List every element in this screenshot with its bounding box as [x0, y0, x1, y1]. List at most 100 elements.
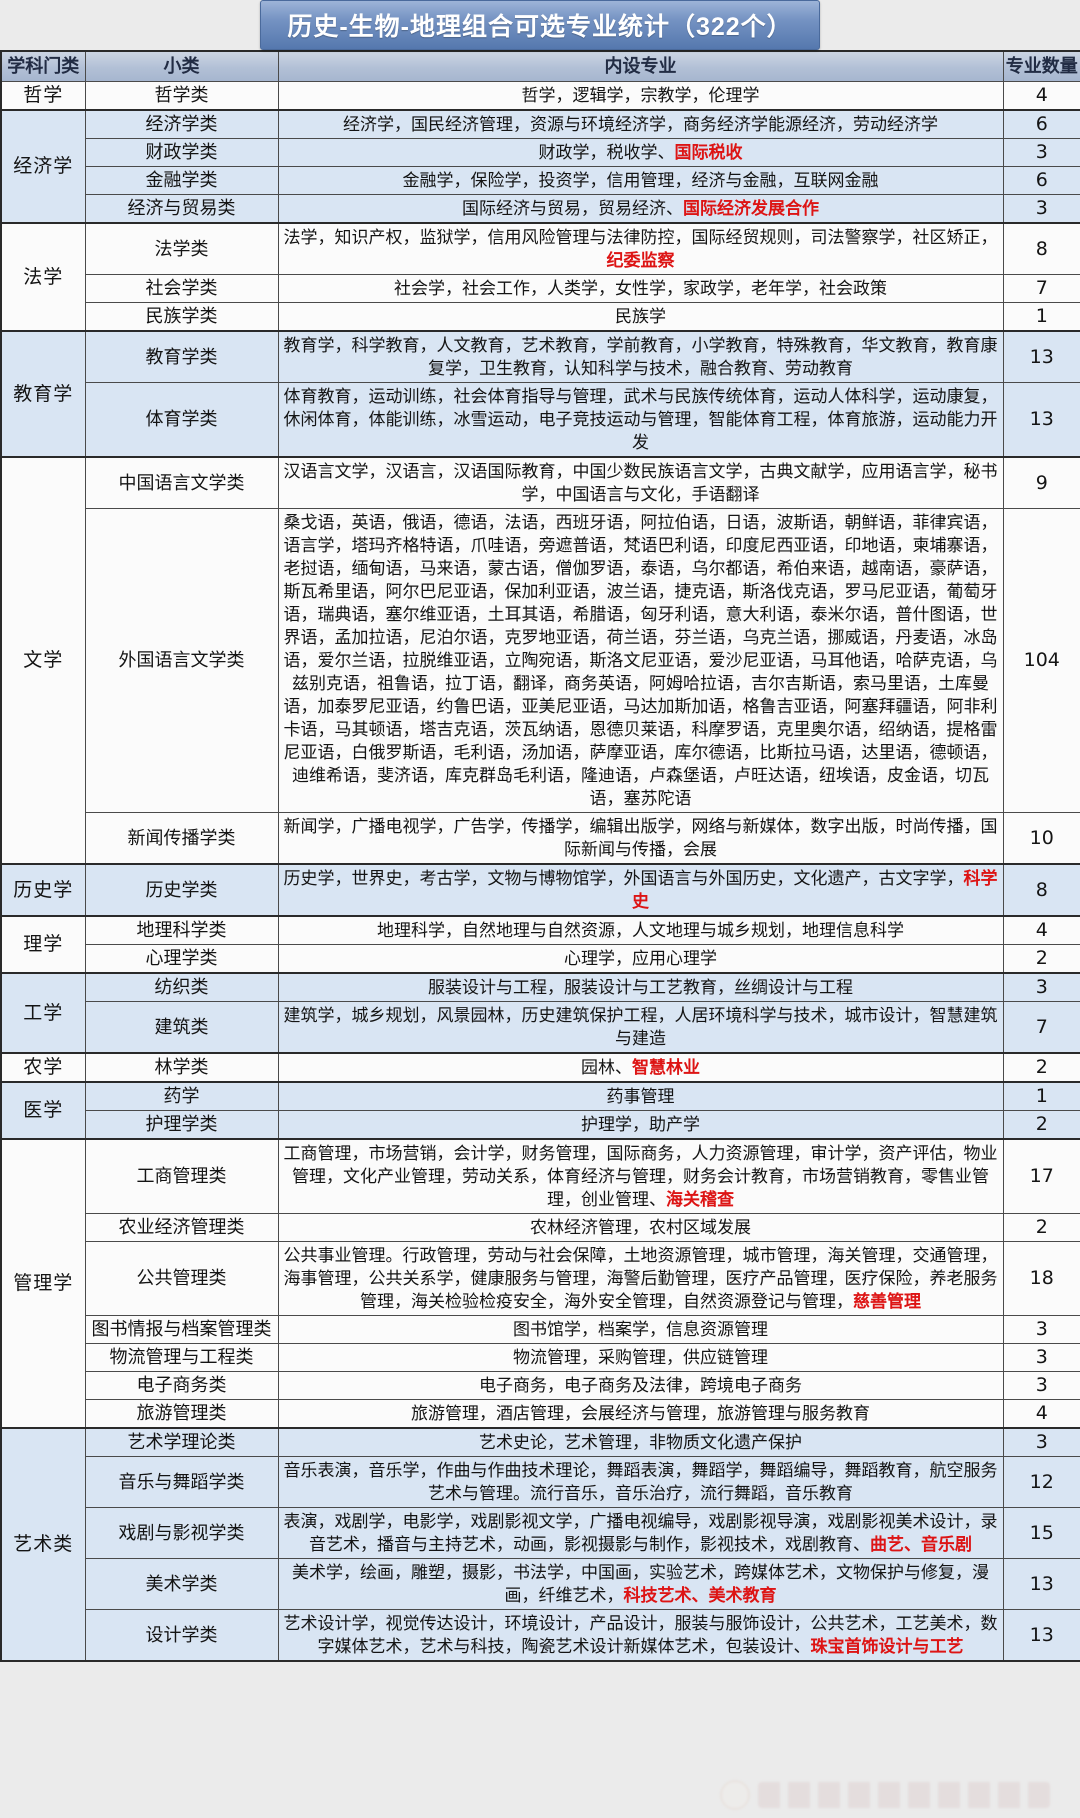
count-cell: 8: [1002, 863, 1080, 917]
major-list-text: 桑戈语，英语，俄语，德语，法语，西班牙语，阿拉伯语，日语，波斯语，朝鲜语，菲律宾…: [283, 513, 998, 808]
major-list-text: 民族学: [615, 307, 666, 326]
majors-cell: 体育教育，运动训练，社会体育指导与管理，武术与民族传统体育，运动人体科学，运动康…: [277, 382, 1004, 458]
category-cell: 哲学: [0, 81, 86, 111]
count-cell: 3: [1002, 1427, 1080, 1457]
column-header-category: 学科门类: [0, 50, 86, 82]
count-cell: 10: [1002, 812, 1080, 865]
page-title: 历史-生物-地理组合可选专业统计（322个）: [287, 13, 793, 41]
count-cell: 17: [1002, 1138, 1080, 1214]
majors-cell: 美术学，绘画，雕塑，摄影，书法学，中国画，实验艺术，跨媒体艺术，文物保护与修复，…: [277, 1558, 1004, 1610]
count-cell: 9: [1002, 456, 1080, 509]
subclass-cell: 经济与贸易类: [84, 194, 279, 224]
table-row: 教育学 教育学类 教育学，科学教育，人文教育，艺术教育，学前教育，小学教育，特殊教育…: [0, 330, 1080, 458]
highlighted-major: 曲艺、音乐剧: [870, 1535, 972, 1554]
majors-cell: 经济学，国民经济管理，资源与环境经济学，商务经济学能源经济，劳动经济学: [277, 109, 1004, 139]
subclass-cell: 心理学类: [84, 944, 279, 974]
subclass-cell: 哲学类: [84, 81, 279, 111]
majors-cell: 表演，戏剧学，电影学，戏剧影视文学，广播电视编导，戏剧影视导演，戏剧影视美术设计…: [277, 1507, 1004, 1559]
major-list-text: 建筑学，城乡规划，风景园林，历史建筑保护工程，人居环境科学与技术，城市设计，智慧…: [283, 1006, 998, 1048]
table-row: 旅游管理类 旅游管理，酒店管理，会展经济与管理，旅游管理与服务教育 4: [1, 1399, 1080, 1429]
major-list-text: 公共事业管理。行政管理，劳动与社会保障，土地资源管理，城市管理，海关管理，交通管…: [283, 1246, 998, 1311]
majors-cell: 民族学: [277, 302, 1004, 332]
subclass-cell: 音乐与舞蹈学类: [84, 1456, 279, 1508]
table-row: 经济与贸易类 国际经济与贸易，贸易经济、国际经济发展合作 3: [1, 194, 1080, 224]
major-list-text: 教育学，科学教育，人文教育，艺术教育，学前教育，小学教育，特殊教育，华文教育，教…: [283, 336, 998, 378]
count-cell: 2: [1002, 1052, 1080, 1083]
majors-cell: 心理学，应用心理学: [277, 944, 1004, 974]
table-row: 建筑类 建筑学，城乡规划，风景园林，历史建筑保护工程，人居环境科学与技术，城市设计…: [1, 1001, 1080, 1054]
majors-table: 学科门类 小类 内设专业 专业数量 哲学 哲学类 哲学，逻辑学，宗教学，伦理学 4 经济…: [0, 50, 1080, 1662]
count-cell: 1: [1002, 302, 1080, 332]
highlighted-major: 科技艺术、美术教育: [623, 1586, 777, 1605]
major-list-text: 园林、: [581, 1058, 632, 1077]
majors-cell: 艺术设计学，视觉传达设计，环境设计，产品设计，服装与服饰设计，公共艺术，工艺美术…: [277, 1609, 1004, 1662]
column-header-subclass: 小类: [84, 50, 279, 82]
major-list-text: 音乐表演，音乐学，作曲与作曲技术理论，舞蹈表演，舞蹈学，舞蹈编导，舞蹈教育，航空…: [283, 1461, 998, 1503]
major-list-text: 经济学，国民经济管理，资源与环境经济学，商务经济学能源经济，劳动经济学: [343, 115, 938, 134]
count-cell: 18: [1002, 1241, 1080, 1316]
major-list-text: 工商管理，市场营销，会计学，财务管理，国际商务，人力资源管理，审计学，资产评估，…: [283, 1144, 998, 1209]
count-cell: 3: [1002, 972, 1080, 1002]
majors-cell: 艺术史论，艺术管理，非物质文化遗产保护: [277, 1427, 1004, 1457]
count-cell: 2: [1002, 1213, 1080, 1242]
major-list-text: 心理学，应用心理学: [564, 949, 717, 968]
category-cell: 文学: [0, 456, 86, 865]
count-cell: 4: [1002, 915, 1080, 945]
subclass-cell: 金融学类: [84, 166, 279, 195]
majors-cell: 历史学，世界史，考古学，文物与博物馆学，外国语言与外国历史，文化遗产，古文字学，…: [277, 863, 1004, 917]
count-cell: 2: [1002, 1110, 1080, 1140]
majors-cell: 图书馆学，档案学，信息资源管理: [277, 1315, 1004, 1344]
category-cell: 医学: [0, 1081, 86, 1140]
majors-cell: 汉语言文学，汉语言，汉语国际教育，中国少数民族语言文学，古典文献学，应用语言学，…: [277, 456, 1004, 509]
title-bar-row: 历史-生物-地理组合可选专业统计（322个）: [0, 0, 1080, 50]
subclass-cell: 药学: [84, 1081, 279, 1111]
category-cell: 法学: [0, 222, 86, 332]
count-cell: 6: [1002, 109, 1080, 139]
major-list-text: 表演，戏剧学，电影学，戏剧影视文学，广播电视编导，戏剧影视导演，戏剧影视美术设计…: [283, 1512, 998, 1554]
watermark-logo-icon: [720, 1780, 750, 1810]
major-list-text: 护理学，助产学: [581, 1115, 700, 1134]
subclass-cell: 法学类: [84, 222, 279, 275]
column-header-count: 专业数量: [1002, 50, 1080, 82]
count-cell: 15: [1002, 1507, 1080, 1559]
subclass-cell: 设计学类: [84, 1609, 279, 1662]
subclass-cell: 农业经济管理类: [84, 1213, 279, 1242]
table-row: 工学 纺织类 服装设计与工程，服装设计与工艺教育，丝绸设计与工程 3: [0, 972, 1080, 1054]
majors-cell: 法学，知识产权，监狱学，信用风险管理与法律防控，国际经贸规则，司法警察学，社区矫…: [277, 222, 1004, 275]
count-cell: 4: [1002, 81, 1080, 111]
title-bar: 历史-生物-地理组合可选专业统计（322个）: [260, 0, 820, 50]
majors-cell: 社会学，社会工作，人类学，女性学，家政学，老年学，社会政策: [277, 274, 1004, 303]
major-list-text: 图书馆学，档案学，信息资源管理: [513, 1320, 768, 1339]
table-row: 民族学类 民族学 1: [1, 302, 1080, 332]
table-row: 心理学类 心理学，应用心理学 2: [1, 944, 1080, 974]
table-row: 医学 药学 药事管理 1: [0, 1081, 1080, 1140]
majors-cell: 地理科学，自然地理与自然资源，人文地理与城乡规划，地理信息科学: [277, 915, 1004, 945]
table-row: 新闻传播学类 新闻学，广播电视学，广告学，传播学，编辑出版学，网络与新媒体，数字出…: [1, 812, 1080, 865]
count-cell: 3: [1002, 138, 1080, 167]
table-row: 理学 地理科学类 地理科学，自然地理与自然资源，人文地理与城乡规划，地理信息科学 4: [0, 915, 1080, 974]
major-list-text: 金融学，保险学，投资学，信用管理，经济与金融，互联网金融: [402, 171, 879, 190]
subclass-cell: 纺织类: [84, 972, 279, 1002]
table-row: 图书情报与档案管理类 图书馆学，档案学，信息资源管理 3: [1, 1315, 1080, 1344]
table-row: 外国语言文学类 桑戈语，英语，俄语，德语，法语，西班牙语，阿拉伯语，日语，波斯语，…: [1, 508, 1080, 813]
major-list-text: 旅游管理，酒店管理，会展经济与管理，旅游管理与服务教育: [411, 1404, 870, 1423]
table-row: 文学 中国语言文学类 汉语言文学，汉语言，汉语国际教育，中国少数民族语言文学，古典文…: [0, 456, 1080, 865]
table-row: 农业经济管理类 农林经济管理，农村区域发展 2: [1, 1213, 1080, 1242]
majors-cell: 教育学，科学教育，人文教育，艺术教育，学前教育，小学教育，特殊教育，华文教育，教…: [277, 330, 1004, 383]
major-list-text: 美术学，绘画，雕塑，摄影，书法学，中国画，实验艺术，跨媒体艺术，文物保护与修复，…: [292, 1563, 989, 1605]
count-cell: 8: [1002, 222, 1080, 275]
header-row: 学科门类 小类 内设专业 专业数量: [0, 50, 1080, 82]
subclass-cell: 社会学类: [84, 274, 279, 303]
major-list-text: 地理科学，自然地理与自然资源，人文地理与城乡规划，地理信息科学: [377, 921, 904, 940]
majors-cell: 园林、智慧林业: [277, 1052, 1004, 1083]
majors-cell: 护理学，助产学: [277, 1110, 1004, 1140]
category-cell: 管理学: [0, 1138, 86, 1429]
count-cell: 4: [1002, 1399, 1080, 1429]
major-list-text: 药事管理: [606, 1087, 675, 1106]
count-cell: 12: [1002, 1456, 1080, 1508]
major-list-text: 服装设计与工程，服装设计与工艺教育，丝绸设计与工程: [428, 978, 853, 997]
major-list-text: 汉语言文学，汉语言，汉语国际教育，中国少数民族语言文学，古典文献学，应用语言学，…: [283, 462, 998, 504]
major-list-text: 物流管理，采购管理，供应链管理: [513, 1348, 768, 1367]
subclass-cell: 民族学类: [84, 302, 279, 332]
subclass-cell: 地理科学类: [84, 915, 279, 945]
